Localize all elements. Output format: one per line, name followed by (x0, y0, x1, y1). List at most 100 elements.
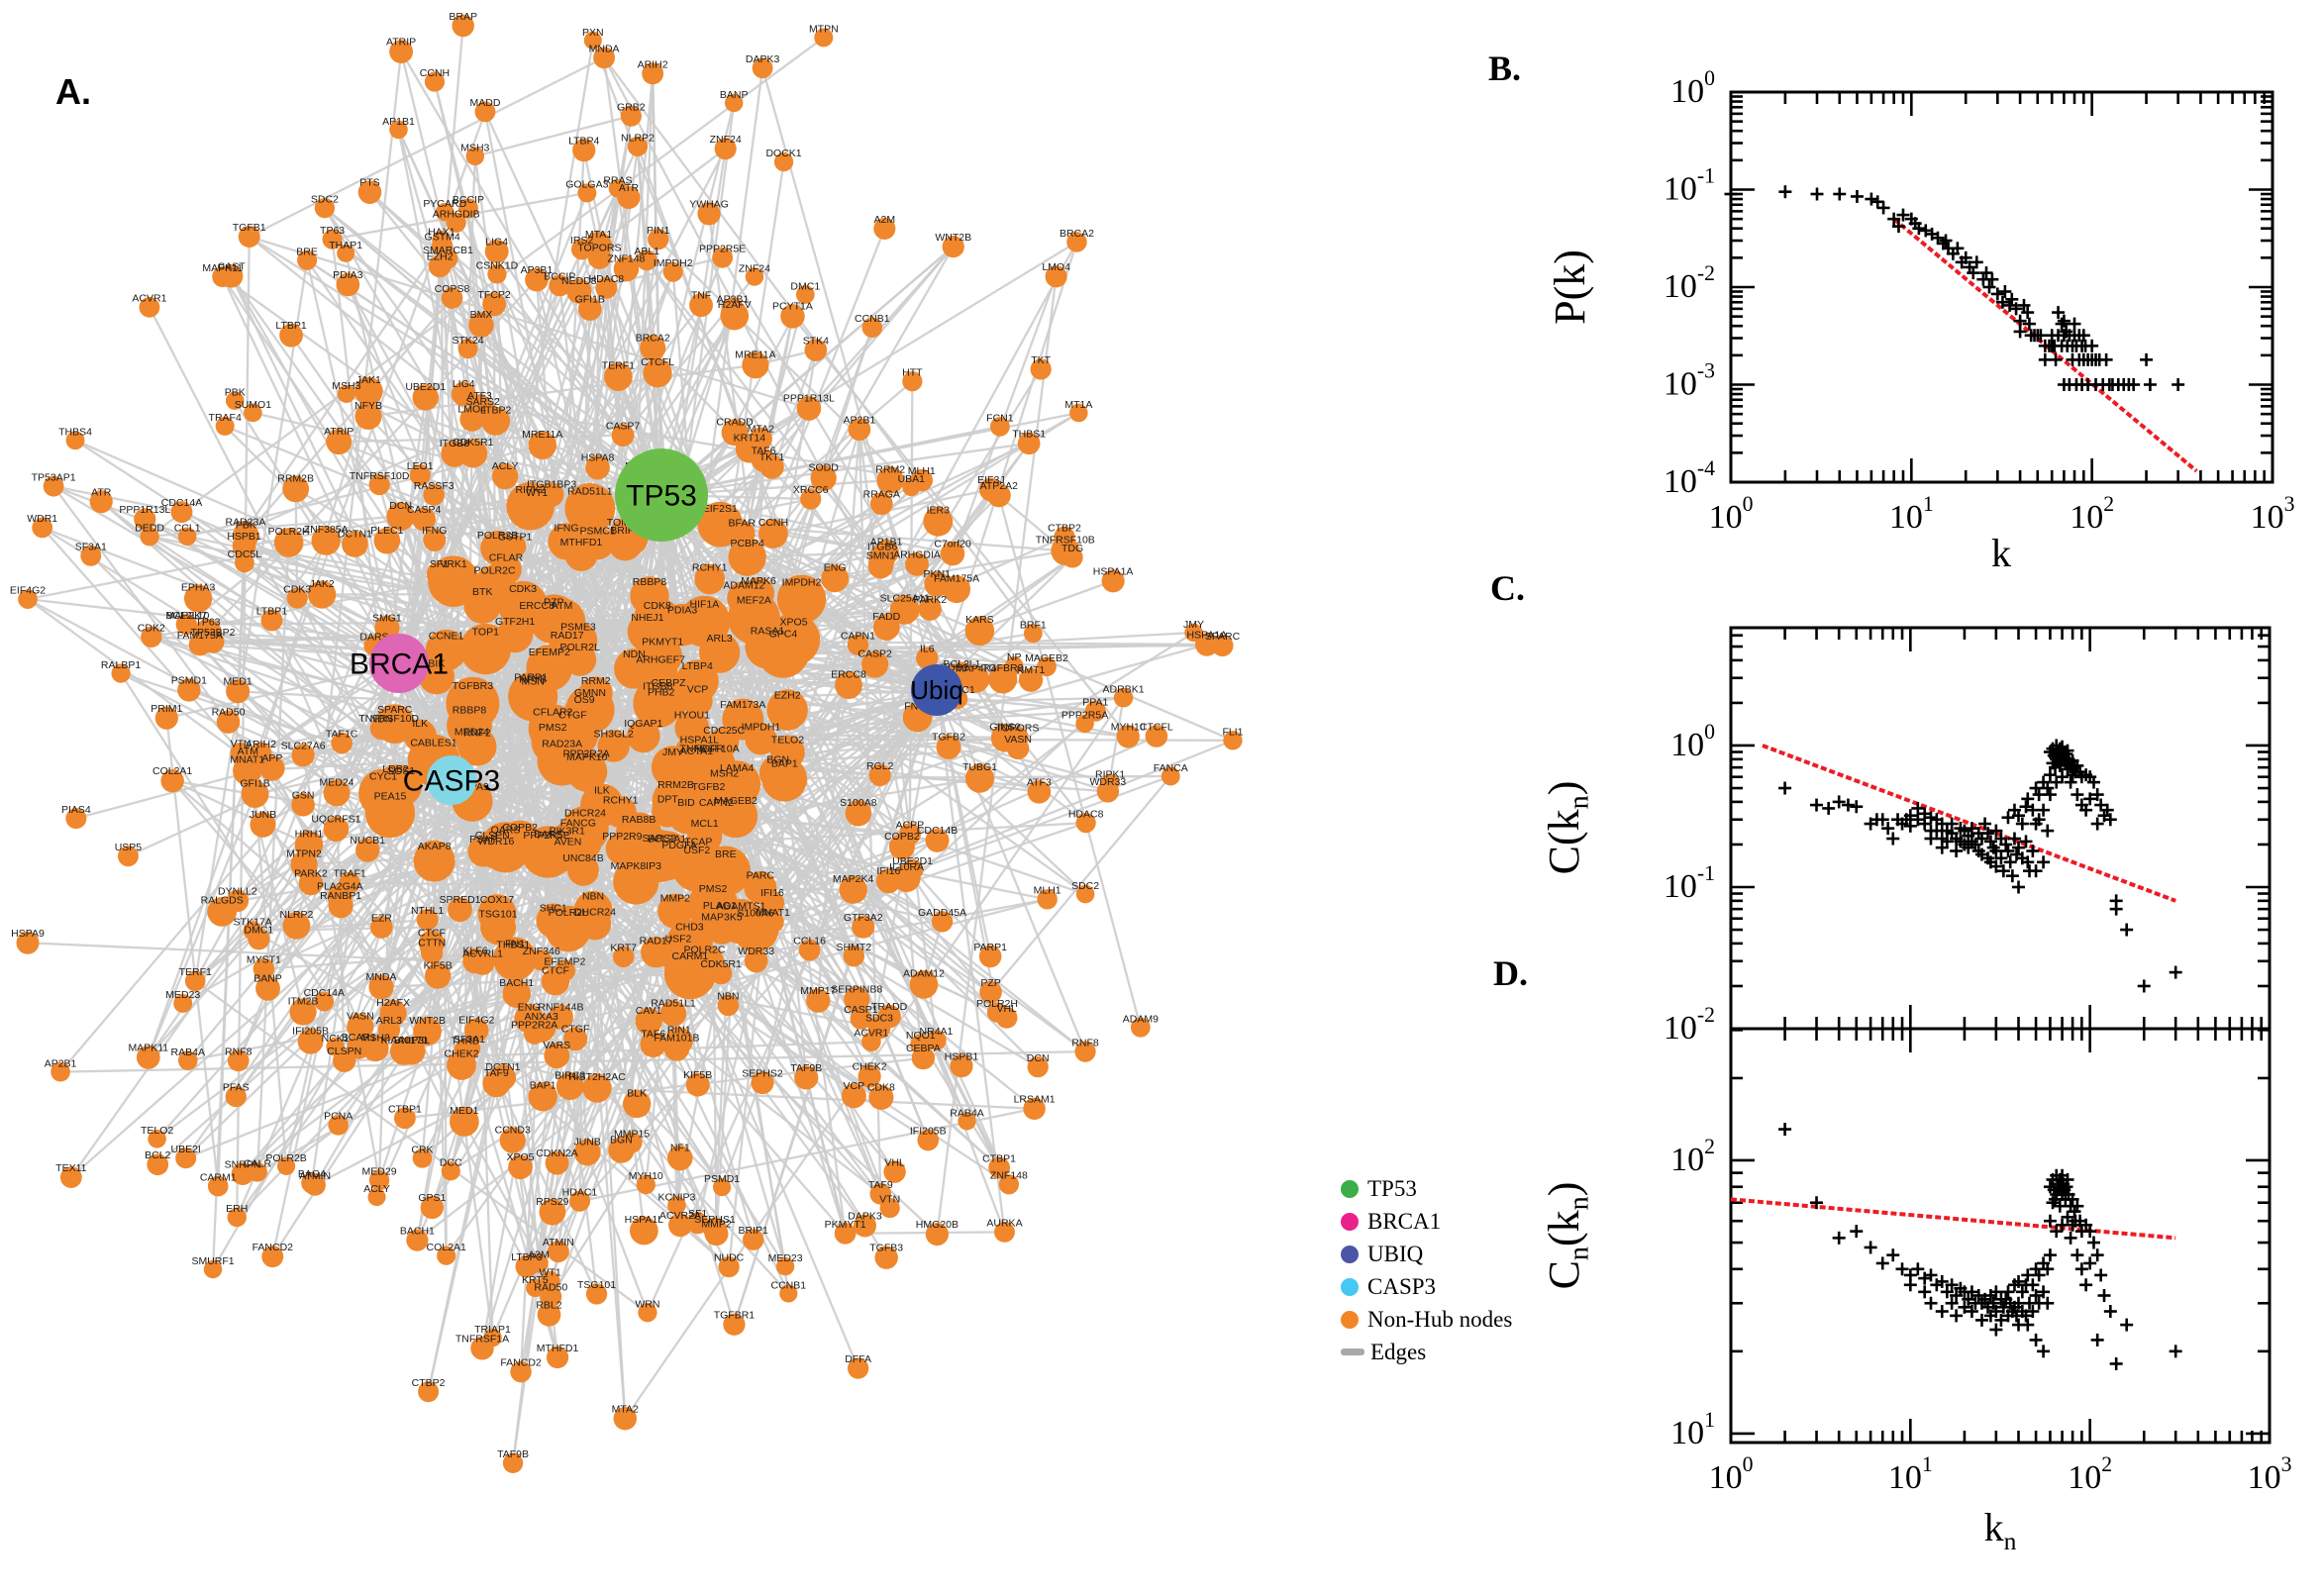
network-node (368, 474, 390, 496)
network-node (412, 384, 440, 411)
network-node (794, 1065, 819, 1090)
network-node (441, 287, 463, 309)
network-node (412, 507, 437, 532)
network-node (752, 448, 775, 472)
network-node (528, 1082, 557, 1112)
network-node (250, 742, 272, 764)
network-node (869, 492, 893, 516)
network-node (148, 1130, 166, 1148)
legend-label: CASP3 (1367, 1274, 1437, 1299)
network-node (940, 541, 965, 566)
network-node (699, 632, 741, 673)
network-node (1223, 731, 1243, 750)
network-node (373, 527, 401, 554)
network-node (441, 1161, 460, 1181)
network-node (585, 454, 610, 480)
network-node (282, 911, 311, 940)
network-node (355, 838, 380, 862)
axis-ticks (1729, 1029, 2272, 1443)
network-node (1211, 635, 1234, 657)
network-node (810, 464, 837, 492)
network-node (743, 1229, 764, 1250)
network-node (540, 1270, 560, 1291)
network-node (743, 577, 775, 609)
network-node (687, 880, 739, 932)
network-node (227, 1207, 247, 1228)
network-node (521, 827, 572, 878)
network-node (845, 800, 872, 827)
network-node (389, 40, 414, 64)
network-node (796, 396, 822, 421)
network-node (492, 462, 519, 490)
network-node (528, 431, 557, 459)
network-node (510, 1360, 532, 1383)
network-node (834, 1223, 857, 1245)
panel-C: 100 10-1 10-2 C(kn) (1540, 626, 2272, 1047)
network-node (924, 571, 951, 597)
network-node (290, 850, 318, 878)
network-node (311, 526, 341, 555)
legend-label: BRCA1 (1367, 1209, 1442, 1234)
network-node (554, 959, 576, 981)
network-node (207, 1175, 229, 1197)
network-node (861, 1032, 881, 1051)
network-node (139, 296, 160, 318)
network-node (370, 916, 393, 939)
network-node (457, 198, 478, 219)
network-node (640, 1031, 666, 1057)
node-dot-icon (1341, 1212, 1359, 1231)
network-node (502, 943, 524, 965)
network-node (852, 915, 875, 939)
network-node (1045, 265, 1067, 288)
network-node (861, 317, 883, 339)
network-node (464, 1018, 489, 1043)
network-node (697, 202, 721, 226)
network-node (468, 312, 494, 338)
network-node (1005, 656, 1024, 675)
network-node (227, 1049, 250, 1072)
network-node (1018, 667, 1044, 692)
svg-text:10-1: 10-1 (1664, 164, 1715, 208)
network-node (861, 650, 889, 678)
network-node (979, 980, 1002, 1004)
network-node (291, 792, 315, 817)
network-node (412, 1148, 433, 1168)
network-node (563, 1027, 588, 1051)
network-node (724, 93, 744, 113)
network-node (233, 755, 262, 786)
network-node (795, 285, 815, 304)
network-node (437, 1246, 456, 1265)
network-node (745, 723, 777, 755)
network-node (525, 267, 549, 292)
network-node (905, 551, 929, 576)
network-node (1030, 358, 1052, 380)
svg-text:10-2: 10-2 (1664, 1003, 1715, 1047)
network-node (368, 974, 394, 1000)
network-node (648, 229, 669, 250)
network-node (664, 1027, 693, 1055)
network-node (141, 626, 162, 648)
svg-text:101: 101 (1889, 492, 1934, 536)
network-node (577, 297, 602, 321)
network-node (873, 217, 896, 241)
network-node (447, 1049, 476, 1080)
network-node (323, 779, 351, 807)
network-node (451, 381, 476, 407)
network-node (662, 261, 683, 282)
network-node (333, 1048, 356, 1072)
network-node (728, 538, 766, 576)
network-node (942, 235, 964, 258)
network-node (89, 490, 113, 514)
svg-text:Cn(kn): Cn(kn) (1540, 1182, 1595, 1290)
legend-label: Edges (1370, 1340, 1427, 1364)
network-node (686, 1212, 709, 1235)
network-node (18, 589, 38, 609)
network-nodes (16, 14, 1243, 1473)
network-node (484, 239, 509, 263)
network-node (918, 597, 942, 621)
network-node (43, 475, 64, 497)
network-node (876, 466, 904, 494)
network-node (154, 706, 178, 730)
network-node (314, 991, 335, 1012)
network-node (465, 147, 485, 166)
